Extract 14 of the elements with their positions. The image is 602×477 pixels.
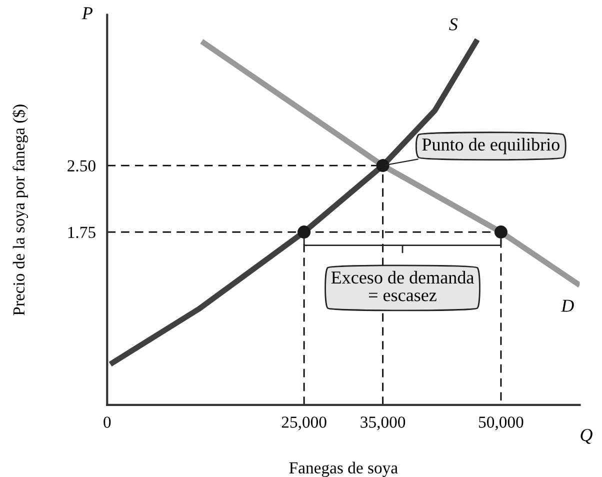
y-tick-label: 1.75 <box>68 226 96 238</box>
text: P <box>82 7 93 20</box>
x-tick-label: 35,000 <box>360 416 406 430</box>
x-axis-title: Fanegas de soya <box>289 462 398 477</box>
y-tick-label: 2.50 <box>68 160 96 172</box>
text: Q <box>580 428 592 444</box>
annotation: Punto de equilibrio <box>422 138 560 154</box>
x-tick-label: 0 <box>104 416 111 428</box>
annotation: Exceso de demanda = escasez <box>331 270 474 302</box>
y-axis-title: Precio de la soya por fanega ($) <box>12 104 28 316</box>
series-label: D <box>560 300 574 312</box>
x-tick-label: 25,000 <box>282 416 326 430</box>
x-tick-label: 50,000 <box>479 416 524 430</box>
series-label: S <box>449 18 458 30</box>
